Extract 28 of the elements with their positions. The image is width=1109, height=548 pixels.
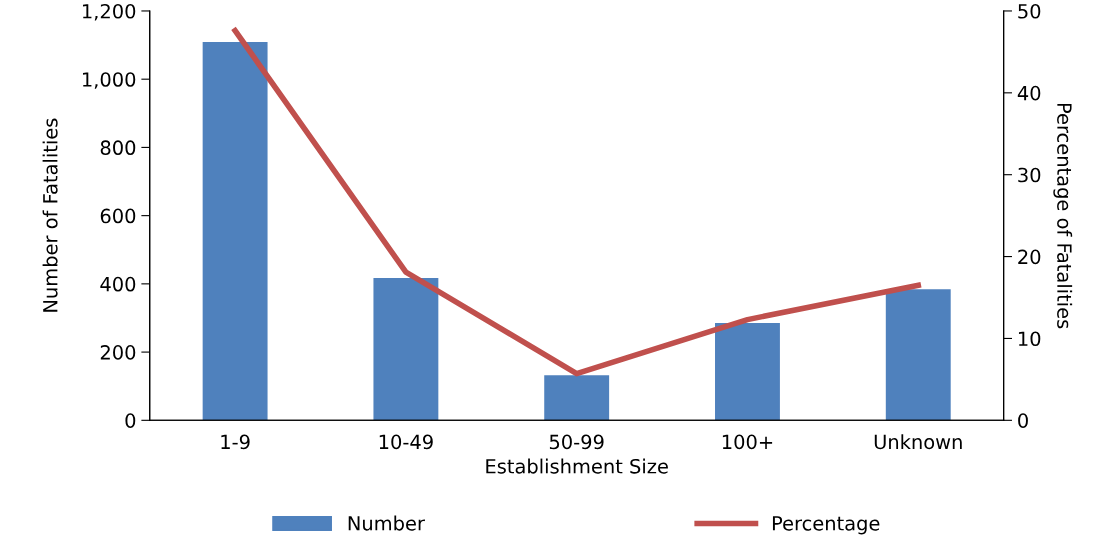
y2-tick-label: 10	[1018, 331, 1041, 347]
y-tick-label: 400	[100, 276, 136, 292]
y2-tick-label: 50	[1018, 3, 1041, 19]
y2-tick-label: 30	[1018, 167, 1041, 183]
bar	[544, 375, 610, 421]
bar	[202, 42, 268, 421]
x-tick-label: 50-99	[549, 434, 604, 450]
y-tick-label: 800	[100, 140, 136, 156]
y2-tick-label: 40	[1017, 85, 1041, 101]
legend-label: Percentage	[772, 516, 880, 535]
x-tick-label: 1-9	[221, 434, 250, 450]
y2-tick-label: 20	[1018, 249, 1041, 265]
y-tick-label: 600	[100, 208, 136, 224]
y-tick-label: 0	[125, 413, 136, 428]
bar	[715, 323, 780, 421]
y-axis-title: Number of Fatalities	[42, 118, 58, 312]
y2-axis-title: Percentage of Fatalities	[1053, 103, 1073, 329]
bar	[885, 289, 951, 421]
x-tick-label: Unknown	[874, 434, 962, 450]
y-tick-label: 1,200	[82, 3, 136, 21]
y-tick-label: 200	[100, 345, 136, 360]
x-tick-label: 10-49	[379, 434, 433, 450]
y2-tick-label: 0	[1018, 413, 1028, 428]
bar	[373, 278, 439, 421]
x-tick-label: 100+	[722, 434, 773, 450]
legend-label: Number	[348, 515, 425, 531]
x-axis-title: Establishment Size	[486, 458, 668, 474]
y-tick-label: 1,000	[82, 72, 136, 89]
